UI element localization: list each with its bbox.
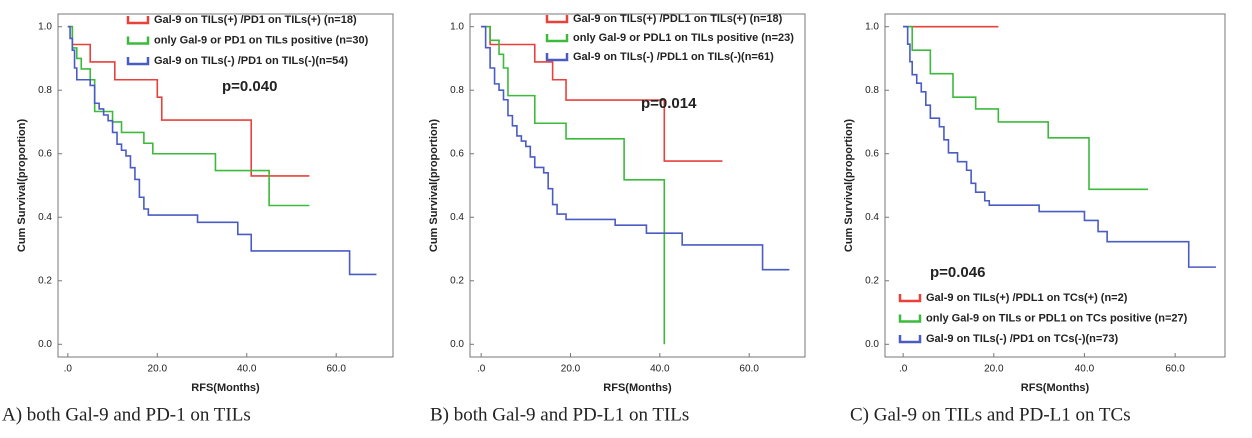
plot-frame: [469, 13, 806, 358]
y-tick-label: 0.2: [865, 275, 879, 286]
x-tick-label: 20.0: [561, 364, 581, 375]
legend-swatch: [545, 15, 569, 24]
x-tick-label: .0: [64, 364, 73, 375]
x-tick-label: 60.0: [326, 364, 346, 375]
x-tick-label: 60.0: [1165, 364, 1185, 375]
legend-label: only Gal-9 on TILs or PDL1 on TCs positi…: [926, 312, 1188, 324]
y-tick-label: 0.4: [38, 212, 52, 223]
y-tick-label: 0.8: [865, 85, 879, 96]
plot-frame: [884, 13, 1226, 358]
survival-curve: [67, 25, 310, 177]
y-tick-label: 1.0: [450, 21, 464, 32]
panel-caption: B) both Gal-9 and PD-L1 on TILs: [430, 404, 689, 425]
legend-label: Gal-9 on TILs(+) /PDL1 on TCs(+) (n=2): [926, 292, 1128, 304]
y-tick-label: 0.6: [865, 148, 879, 159]
y-tick-label: 0.8: [450, 85, 464, 96]
legend-label: Gal-9 on TILs(+) /PDL1 on TILs(+) (n=18): [573, 13, 783, 25]
y-tick-label: 0.8: [38, 85, 52, 96]
survival-curve: [903, 25, 1216, 268]
legend-swatch: [898, 335, 922, 344]
plot-frame: [57, 13, 394, 358]
p-value: p=0.040: [222, 78, 277, 95]
y-tick-label: 0.0: [865, 339, 879, 350]
legend-label: Gal-9 on TILs(-) /PD1 on TILs(-)(n=54): [154, 55, 348, 67]
y-tick-label: 0.2: [450, 275, 464, 286]
y-tick-label: 1.0: [38, 21, 52, 32]
survival-curve: [481, 25, 666, 345]
x-tick-label: 40.0: [237, 364, 257, 375]
survival-curve: [481, 25, 723, 162]
y-tick-label: 0.6: [450, 148, 464, 159]
x-axis-label: RFS(Months): [603, 382, 672, 394]
survival-curve: [903, 25, 1148, 191]
panel-caption: C) Gal-9 on TILs and PD-L1 on TCs: [850, 404, 1131, 425]
x-axis-label: RFS(Months): [191, 382, 260, 394]
legend-label: Gal-9 on TILs(-) /PD1 on TCs(-)(n=73): [926, 333, 1119, 345]
y-tick-label: 0.4: [865, 212, 879, 223]
x-tick-label: 60.0: [739, 364, 759, 375]
survival-curve: [481, 25, 790, 271]
p-value: p=0.046: [930, 264, 985, 281]
y-tick-label: 1.0: [865, 21, 879, 32]
legend-label: Gal-9 on TILs(+) /PD1 on TILs(+) (n=18): [154, 14, 357, 26]
x-tick-label: 20.0: [984, 364, 1004, 375]
panel-caption: A) both Gal-9 and PD-1 on TILs: [2, 404, 251, 425]
legend-swatch: [545, 34, 569, 43]
legend-swatch: [898, 314, 922, 323]
x-tick-label: 40.0: [1075, 364, 1095, 375]
y-tick-label: 0.6: [38, 148, 52, 159]
survival-curve: [67, 25, 377, 276]
y-tick-label: 0.0: [450, 339, 464, 350]
y-axis-label: Cum Survival(proportion): [428, 119, 440, 253]
legend-swatch: [126, 16, 150, 25]
legend-swatch: [126, 36, 150, 45]
x-tick-label: .0: [899, 364, 908, 375]
x-tick-label: 20.0: [148, 364, 168, 375]
x-tick-label: 40.0: [650, 364, 670, 375]
x-axis-label: RFS(Months): [1021, 382, 1090, 394]
y-tick-label: 0.0: [38, 339, 52, 350]
x-tick-label: .0: [477, 364, 486, 375]
legend-label: only Gal-9 or PD1 on TILs positive (n=30…: [154, 34, 369, 46]
y-tick-label: 0.4: [450, 212, 464, 223]
legend-label: Gal-9 on TILs(-) /PDL1 on TILs(-)(n=61): [573, 51, 774, 63]
legend-swatch: [126, 57, 150, 66]
survival-curve: [67, 25, 310, 207]
legend-swatch: [898, 294, 922, 303]
y-tick-label: 0.2: [38, 275, 52, 286]
legend-label: only Gal-9 or PDL1 on TILs positive (n=2…: [573, 32, 794, 44]
y-axis-label: Cum Survival(proportion): [843, 119, 855, 253]
p-value: p=0.014: [641, 95, 697, 112]
legend-swatch: [545, 53, 569, 62]
y-axis-label: Cum Survival(proportion): [16, 119, 28, 253]
